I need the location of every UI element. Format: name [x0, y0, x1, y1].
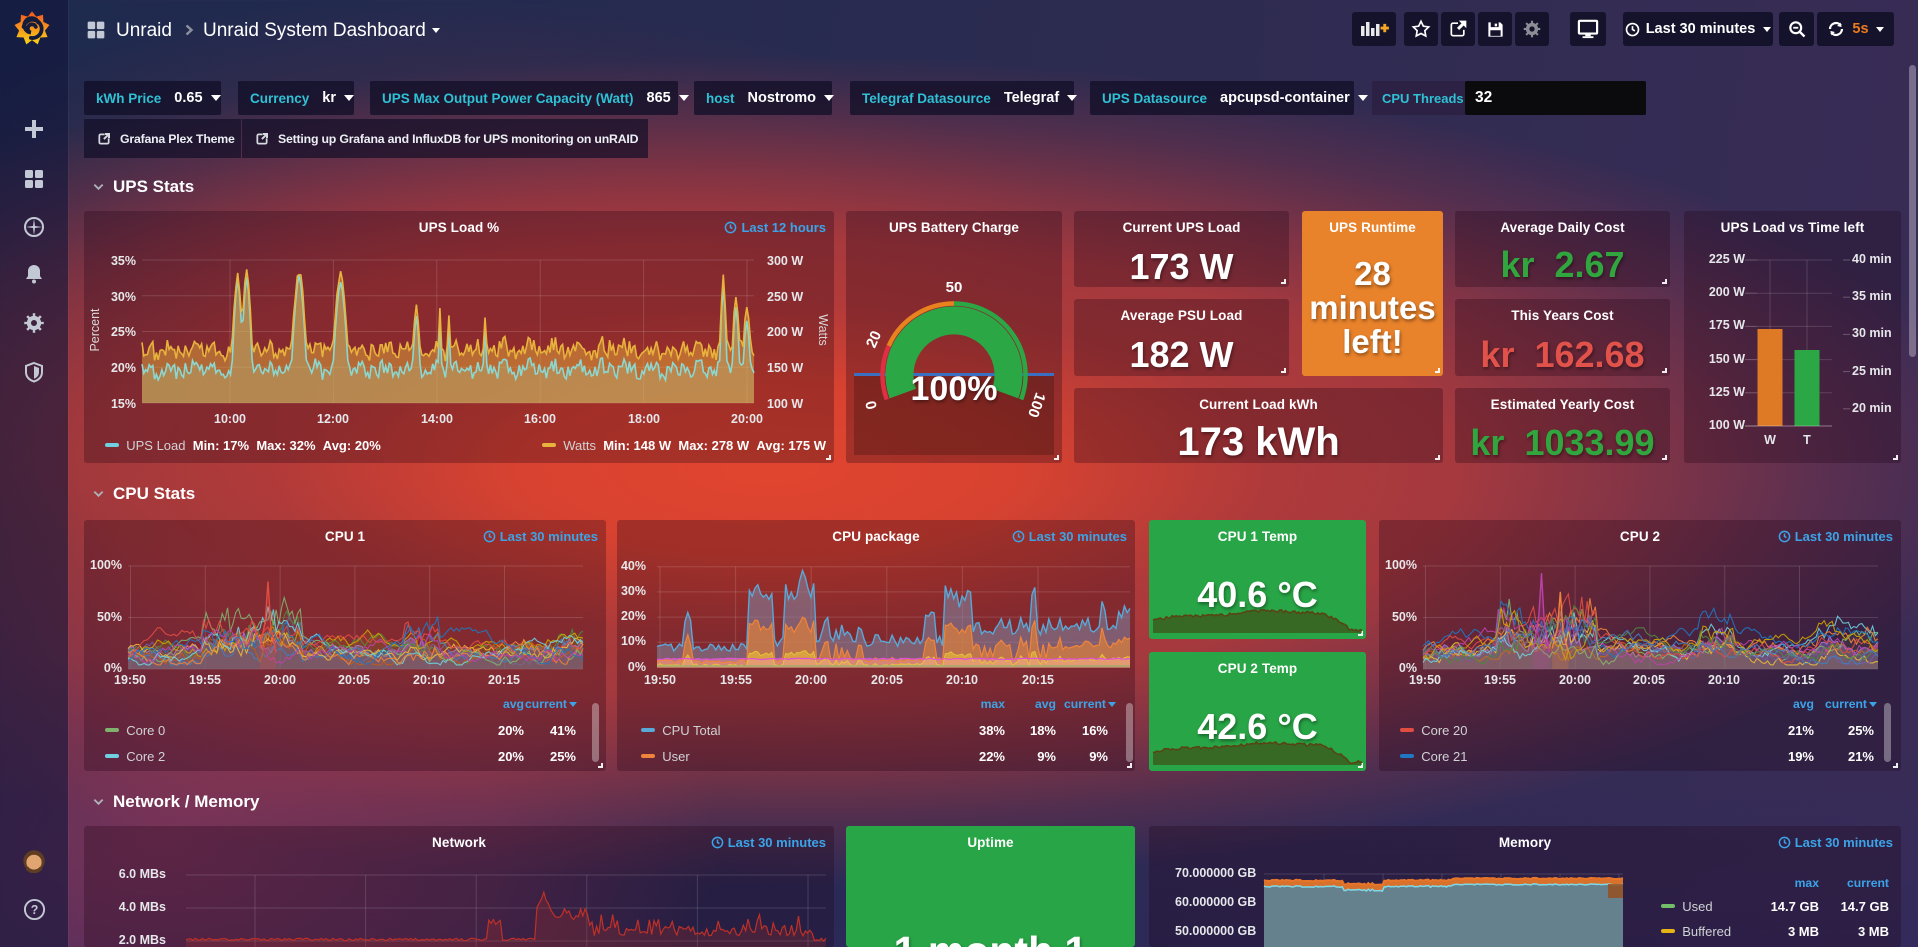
svg-text:20: 20 — [863, 328, 885, 350]
svg-text:0: 0 — [862, 399, 880, 411]
svg-text:?: ? — [31, 903, 39, 917]
svg-text:50: 50 — [946, 279, 963, 296]
